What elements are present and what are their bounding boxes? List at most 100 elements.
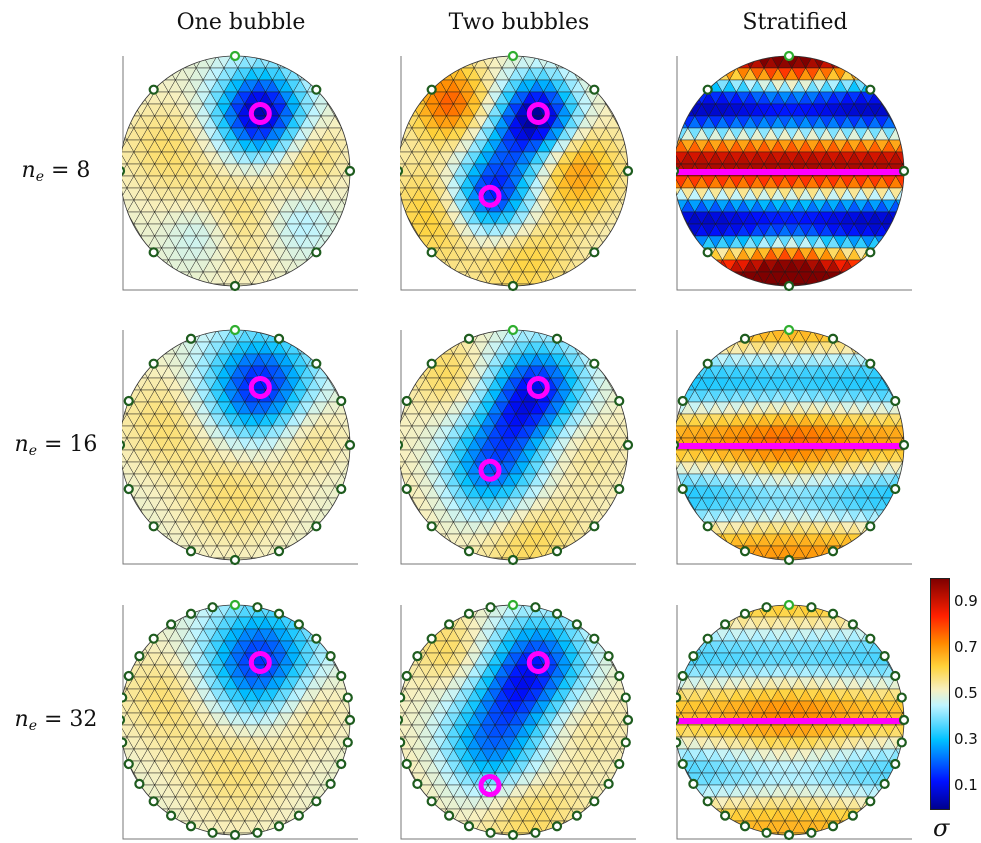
mesh-panel-2-3 xyxy=(676,324,912,566)
electrode xyxy=(311,247,322,258)
electrode xyxy=(530,827,541,838)
electrode xyxy=(620,737,631,748)
electrode xyxy=(273,546,285,557)
electrode xyxy=(879,651,890,662)
electrode xyxy=(463,821,475,832)
electrode xyxy=(890,758,901,770)
electrode xyxy=(896,737,907,748)
electrode xyxy=(614,670,625,682)
electrode xyxy=(677,670,688,682)
mesh-panel-1-2 xyxy=(400,50,636,292)
electrode xyxy=(620,692,631,703)
electrode xyxy=(806,602,817,613)
electrode xyxy=(622,439,634,451)
electrode xyxy=(485,602,496,613)
electrode xyxy=(311,521,322,532)
inclusion-marker xyxy=(478,774,502,798)
inclusion-marker xyxy=(526,651,550,674)
electrode xyxy=(311,796,322,807)
electrode xyxy=(252,827,263,838)
electrode xyxy=(426,796,437,807)
electrode xyxy=(761,602,772,613)
mesh-panel-1-1 xyxy=(122,50,358,292)
axes-frame xyxy=(400,330,636,565)
electrode xyxy=(898,714,910,726)
electrode xyxy=(551,821,563,832)
electrode xyxy=(702,521,713,532)
electrode xyxy=(400,166,404,176)
electrode xyxy=(325,778,336,789)
inclusion-marker xyxy=(478,184,502,208)
electrode xyxy=(676,440,680,450)
inclusion-marker xyxy=(526,376,550,399)
axes-frame xyxy=(122,56,358,291)
electrode xyxy=(166,810,177,821)
electrode xyxy=(229,324,241,336)
electrode xyxy=(122,715,126,725)
electrode xyxy=(739,546,751,557)
electrode xyxy=(463,608,475,619)
electrode xyxy=(148,521,159,532)
electrode xyxy=(123,395,134,407)
electrode xyxy=(426,633,437,644)
column-title-3: Stratified xyxy=(742,10,848,35)
electrode xyxy=(865,633,876,644)
colorbar-tick: 0.5 xyxy=(954,684,978,702)
electrode xyxy=(827,608,839,619)
electrode xyxy=(676,737,682,748)
electrode xyxy=(688,778,699,789)
electrode xyxy=(507,280,519,292)
electrode xyxy=(677,483,688,495)
inclusion-marker xyxy=(526,102,550,125)
electrode xyxy=(123,670,134,682)
electrode xyxy=(426,358,437,369)
colorbar xyxy=(930,578,950,810)
electrode xyxy=(551,333,563,344)
triangular-mesh xyxy=(122,330,350,560)
electrode xyxy=(400,440,404,450)
electrode xyxy=(252,602,263,613)
axes-frame xyxy=(122,330,358,565)
electrode xyxy=(342,692,353,703)
electrode xyxy=(761,827,772,838)
electrode xyxy=(412,651,423,662)
electrode xyxy=(589,521,600,532)
electrode xyxy=(273,821,285,832)
electrode xyxy=(426,84,437,95)
electrode xyxy=(148,84,159,95)
electrode xyxy=(344,439,356,451)
electrode xyxy=(426,247,437,258)
electrode xyxy=(622,714,634,726)
electrode xyxy=(507,829,519,841)
electrode xyxy=(507,599,519,611)
colorbar-symbol: σ xyxy=(933,814,950,842)
electrode xyxy=(463,333,475,344)
electrode xyxy=(336,670,347,682)
electrode xyxy=(229,280,241,292)
electrode xyxy=(739,821,751,832)
electrode xyxy=(827,821,839,832)
electrode xyxy=(847,619,858,630)
electrode xyxy=(589,84,600,95)
electrode xyxy=(865,247,876,258)
electrode xyxy=(122,166,126,176)
electrode xyxy=(865,84,876,95)
electrode xyxy=(589,247,600,258)
row-label-1: ne = 8 xyxy=(21,158,91,185)
electrode xyxy=(444,810,455,821)
electrode xyxy=(344,714,356,726)
electrode xyxy=(400,737,406,748)
electrode xyxy=(827,546,839,557)
electrode xyxy=(123,483,134,495)
electrode xyxy=(344,165,356,177)
electrode xyxy=(426,521,437,532)
electrode xyxy=(676,692,682,703)
electrode xyxy=(827,333,839,344)
inclusion-marker xyxy=(248,376,272,399)
electrode xyxy=(702,796,713,807)
electrode xyxy=(123,758,134,770)
mesh-panel-3-1 xyxy=(122,599,358,841)
electrode xyxy=(688,651,699,662)
electrode xyxy=(677,758,688,770)
row-label-2: ne = 16 xyxy=(14,432,98,459)
